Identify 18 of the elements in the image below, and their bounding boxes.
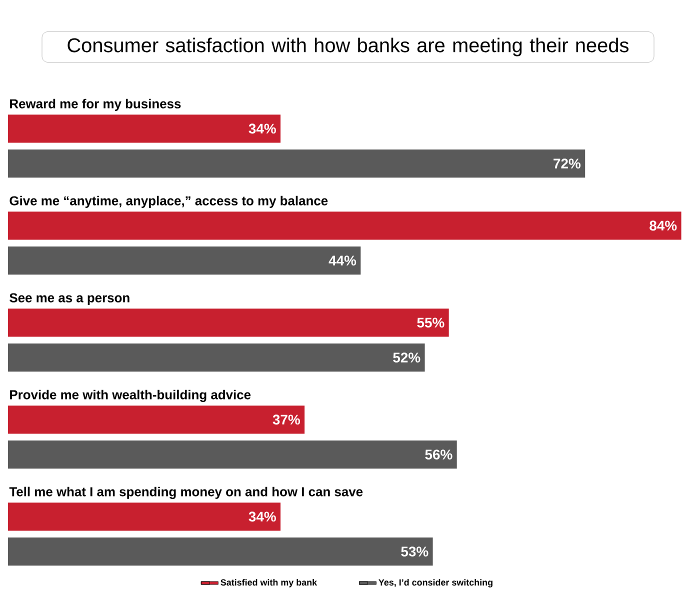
y-tick-label: Tell me what I am spending money on and how I can save <box>9 486 363 499</box>
data-label: 84% <box>650 220 677 231</box>
data-label: 72% <box>554 158 581 168</box>
data-label: 37% <box>272 414 300 425</box>
y-tick-label: Provide me with wealth-building advice <box>10 390 251 402</box>
chart-title: Consumer satisfaction with how banks are meeting their needs <box>68 38 628 56</box>
data-label: 34% <box>248 124 276 134</box>
legend-label: Yes, I’d consider switching <box>378 579 492 588</box>
data-label: 56% <box>425 450 452 460</box>
data-label: 44% <box>328 256 356 266</box>
data-label: 52% <box>393 352 420 362</box>
data-label: 34% <box>248 512 276 522</box>
data-label: 53% <box>401 546 428 556</box>
data-label: 55% <box>417 318 444 328</box>
y-tick-label: Give me “anytime, anyplace,” access to my balance <box>10 196 328 208</box>
y-tick-label: Reward me for my business <box>10 98 181 111</box>
legend-label: Satisfied with my bank <box>220 579 318 588</box>
y-tick-label: See me as a person <box>10 293 130 305</box>
